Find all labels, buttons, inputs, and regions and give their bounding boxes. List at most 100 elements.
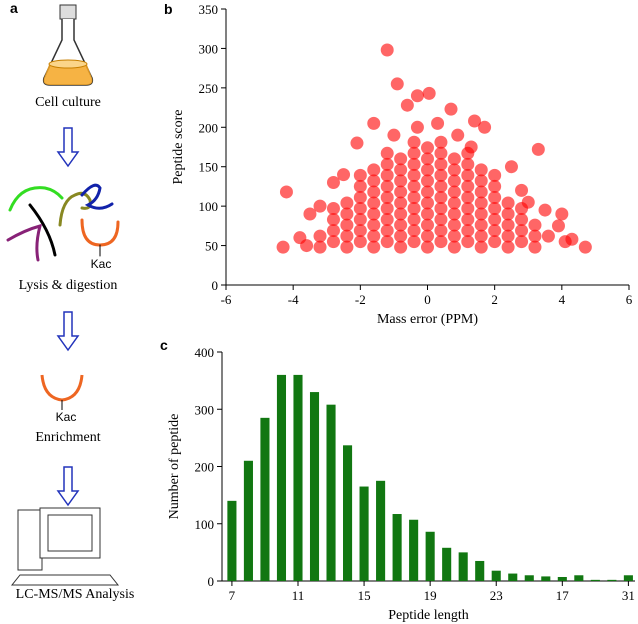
y-tick-label: 100 <box>195 517 215 532</box>
point <box>390 77 404 91</box>
bar <box>359 486 369 581</box>
point <box>421 152 434 166</box>
computer-icon <box>10 507 120 586</box>
point <box>326 202 340 216</box>
y-tick-label: 300 <box>199 41 219 56</box>
bar <box>243 460 253 581</box>
bar <box>557 576 567 581</box>
point <box>501 229 515 243</box>
point <box>380 43 394 57</box>
point <box>474 218 488 232</box>
peptides-icon <box>6 183 120 262</box>
point <box>313 199 327 213</box>
point <box>461 235 475 249</box>
x-tick-label: 2 <box>491 292 498 307</box>
x-tick-label: 19 <box>424 588 437 603</box>
step-label: Lysis & digestion <box>19 278 118 293</box>
x-tick-label: 6 <box>626 292 633 307</box>
point <box>421 218 434 232</box>
y-tick-label: 200 <box>195 460 215 475</box>
point <box>488 190 502 204</box>
point <box>515 183 529 197</box>
point <box>407 190 421 204</box>
bar <box>590 579 600 581</box>
point <box>515 213 529 227</box>
bar <box>376 480 386 581</box>
point <box>380 235 394 249</box>
point <box>303 207 317 221</box>
point <box>367 196 381 210</box>
step-label: Enrichment <box>35 430 100 445</box>
point <box>431 116 445 130</box>
x-tick-label: -6 <box>221 292 232 307</box>
workflow: a Cell culture Kac Lysis & digestion Kac… <box>6 0 135 602</box>
point <box>468 114 482 128</box>
point <box>434 190 448 204</box>
point <box>555 207 569 221</box>
point <box>387 128 401 142</box>
x-axis-label: Mass error (PPM) <box>377 312 478 327</box>
point <box>488 235 502 249</box>
arrow <box>56 127 80 168</box>
x-tick-label: 7 <box>229 588 236 603</box>
point <box>434 213 448 227</box>
point <box>488 202 502 216</box>
point <box>407 235 421 249</box>
y-tick-label: 250 <box>199 81 219 96</box>
step-label: LC-MS/MS Analysis <box>16 587 135 602</box>
x-tick-label: 31 <box>622 588 635 603</box>
point <box>558 235 572 249</box>
y-tick-label: 0 <box>208 574 215 589</box>
point <box>578 240 592 254</box>
point <box>380 146 394 160</box>
point <box>421 240 434 254</box>
point <box>353 224 367 238</box>
x-tick-label: 23 <box>490 588 503 603</box>
point <box>353 168 367 182</box>
point <box>447 174 461 188</box>
point <box>394 240 408 254</box>
point <box>461 157 475 171</box>
point <box>444 102 458 116</box>
point <box>488 179 502 193</box>
x-tick-label: 4 <box>559 292 566 307</box>
point <box>528 218 542 232</box>
bar <box>458 552 468 581</box>
point <box>447 196 461 210</box>
point <box>461 168 475 182</box>
point <box>407 168 421 182</box>
y-tick-label: 400 <box>195 345 215 360</box>
site-label: Kac <box>56 410 77 424</box>
point <box>501 240 515 254</box>
point <box>447 185 461 199</box>
bar <box>343 445 353 581</box>
point <box>350 136 364 150</box>
point <box>504 160 518 174</box>
site-label: Kac <box>91 257 112 271</box>
y-tick-label: 150 <box>199 160 219 175</box>
bar <box>508 573 518 581</box>
point <box>380 179 394 193</box>
point <box>367 185 381 199</box>
x-axis-label: Peptide length <box>388 608 469 623</box>
point <box>521 195 535 209</box>
point <box>474 185 488 199</box>
point <box>353 179 367 193</box>
bar <box>491 570 501 581</box>
point <box>407 202 421 216</box>
point <box>461 213 475 227</box>
bar <box>541 576 551 581</box>
point <box>474 174 488 188</box>
x-tick-label: 15 <box>358 588 371 603</box>
point <box>276 240 290 254</box>
point <box>461 224 475 238</box>
point <box>340 196 354 210</box>
point <box>300 239 314 253</box>
point <box>501 207 515 221</box>
point <box>434 135 448 149</box>
point <box>407 224 421 238</box>
arrow <box>56 466 80 507</box>
flask-icon <box>42 4 94 86</box>
point <box>326 224 340 238</box>
